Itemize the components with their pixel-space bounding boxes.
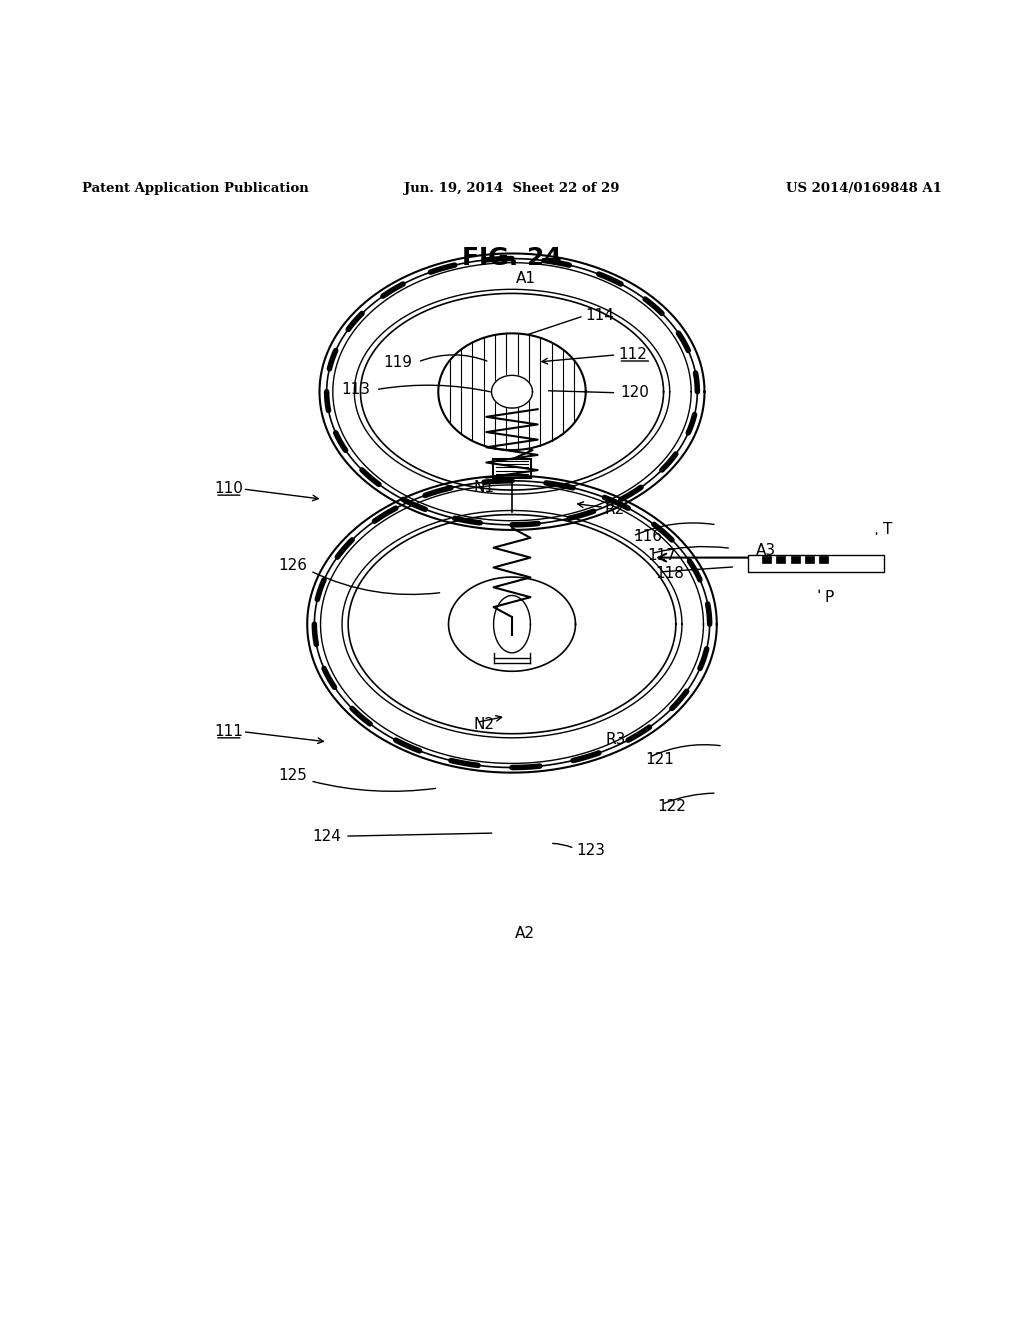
Polygon shape bbox=[492, 375, 532, 408]
Text: Patent Application Publication: Patent Application Publication bbox=[82, 182, 308, 195]
Polygon shape bbox=[776, 556, 785, 562]
Text: 111: 111 bbox=[214, 725, 243, 739]
Polygon shape bbox=[805, 556, 814, 562]
Text: 116: 116 bbox=[633, 528, 662, 544]
Text: 112: 112 bbox=[618, 347, 647, 363]
Text: 120: 120 bbox=[621, 385, 649, 400]
Text: A2: A2 bbox=[515, 925, 536, 941]
Text: R2: R2 bbox=[604, 502, 625, 517]
Text: A1: A1 bbox=[516, 271, 537, 285]
Text: A3: A3 bbox=[756, 543, 776, 558]
Text: 113: 113 bbox=[342, 383, 371, 397]
Text: 122: 122 bbox=[657, 799, 686, 814]
Text: 125: 125 bbox=[279, 768, 307, 783]
Text: 118: 118 bbox=[655, 566, 684, 582]
Polygon shape bbox=[438, 334, 586, 450]
Text: T: T bbox=[883, 523, 892, 537]
Text: 123: 123 bbox=[577, 843, 605, 858]
Text: N2: N2 bbox=[473, 717, 495, 733]
Polygon shape bbox=[791, 556, 800, 562]
Text: 121: 121 bbox=[645, 752, 674, 767]
Text: 124: 124 bbox=[312, 829, 341, 843]
Text: 114: 114 bbox=[586, 309, 614, 323]
Text: N1: N1 bbox=[473, 480, 495, 495]
Polygon shape bbox=[762, 556, 771, 562]
Text: R3: R3 bbox=[605, 733, 626, 747]
Text: 119: 119 bbox=[384, 355, 413, 370]
Polygon shape bbox=[819, 556, 828, 562]
Text: 110: 110 bbox=[214, 482, 243, 496]
Text: FIG. 24: FIG. 24 bbox=[462, 246, 562, 269]
Text: US 2014/0169848 A1: US 2014/0169848 A1 bbox=[786, 182, 942, 195]
Text: P: P bbox=[824, 590, 834, 605]
Text: 126: 126 bbox=[279, 558, 307, 573]
Text: 117: 117 bbox=[647, 548, 676, 564]
Text: Jun. 19, 2014  Sheet 22 of 29: Jun. 19, 2014 Sheet 22 of 29 bbox=[404, 182, 620, 195]
